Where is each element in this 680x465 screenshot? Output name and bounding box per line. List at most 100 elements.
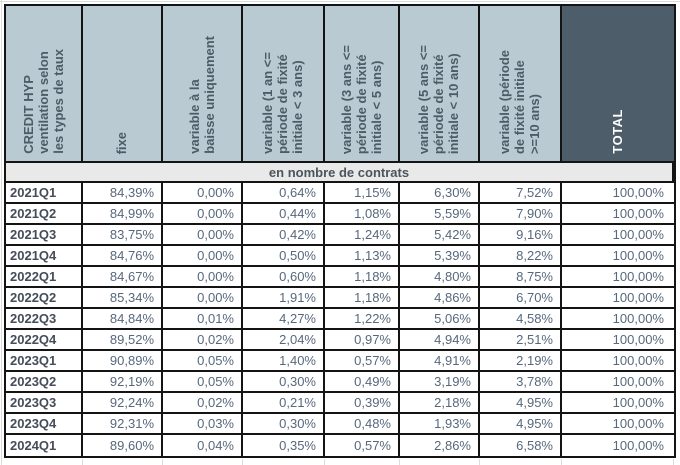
value-cell: 100,00% [562, 372, 674, 393]
value-cell: 4,27% [243, 309, 325, 330]
value-cell: 92,24% [83, 393, 163, 414]
row-label: 2023Q4 [6, 414, 83, 435]
value-cell: 100,00% [562, 414, 674, 435]
row-label: 2022Q3 [6, 309, 83, 330]
credit-hyp-table: CREDIT HYP ventilation selon les types d… [4, 4, 676, 458]
column-header-variable-1an: variable (1 an <= période de fixité init… [243, 6, 325, 163]
sheet-gridline-left [1, 0, 2, 465]
value-cell: 0,05% [163, 372, 243, 393]
value-cell: 1,08% [325, 204, 400, 225]
value-cell: 4,86% [400, 288, 480, 309]
row-label: 2023Q2 [6, 372, 83, 393]
value-cell: 0,00% [163, 183, 243, 204]
value-cell: 0,35% [243, 435, 325, 456]
value-cell: 89,52% [83, 330, 163, 351]
value-cell: 1,18% [325, 267, 400, 288]
value-cell: 84,76% [83, 246, 163, 267]
value-cell: 2,04% [243, 330, 325, 351]
table-grid: CREDIT HYP ventilation selon les types d… [6, 6, 674, 456]
value-cell: 100,00% [562, 309, 674, 330]
value-cell: 0,57% [325, 435, 400, 456]
value-cell: 0,57% [325, 351, 400, 372]
value-cell: 0,03% [163, 414, 243, 435]
column-header-fixe: fixe [83, 6, 163, 163]
value-cell: 0,30% [243, 414, 325, 435]
value-cell: 4,94% [400, 330, 480, 351]
value-cell: 9,16% [480, 225, 562, 246]
row-label: 2023Q1 [6, 351, 83, 372]
value-cell: 0,02% [163, 393, 243, 414]
value-cell: 84,99% [83, 204, 163, 225]
column-header-variable-baisse: variable à la baisse uniquement [163, 6, 243, 163]
corner-header-cell: CREDIT HYP ventilation selon les types d… [6, 6, 83, 163]
sheet-gridline-stubs [6, 459, 674, 465]
value-cell: 84,84% [83, 309, 163, 330]
value-cell: 0,60% [243, 267, 325, 288]
value-cell: 3,19% [400, 372, 480, 393]
value-cell: 0,48% [325, 414, 400, 435]
value-cell: 2,86% [400, 435, 480, 456]
value-cell: 100,00% [562, 393, 674, 414]
value-cell: 6,70% [480, 288, 562, 309]
section-band: en nombre de contrats [6, 163, 674, 183]
value-cell: 0,04% [163, 435, 243, 456]
value-cell: 0,42% [243, 225, 325, 246]
row-label: 2024Q1 [6, 435, 83, 456]
value-cell: 92,19% [83, 372, 163, 393]
value-cell: 4,95% [480, 393, 562, 414]
value-cell: 6,30% [400, 183, 480, 204]
row-label: 2021Q2 [6, 204, 83, 225]
value-cell: 6,58% [480, 435, 562, 456]
value-cell: 100,00% [562, 225, 674, 246]
value-cell: 0,64% [243, 183, 325, 204]
value-cell: 100,00% [562, 351, 674, 372]
value-cell: 0,30% [243, 372, 325, 393]
value-cell: 5,42% [400, 225, 480, 246]
value-cell: 100,00% [562, 330, 674, 351]
value-cell: 85,34% [83, 288, 163, 309]
value-cell: 1,91% [243, 288, 325, 309]
value-cell: 90,89% [83, 351, 163, 372]
value-cell: 0,44% [243, 204, 325, 225]
value-cell: 1,15% [325, 183, 400, 204]
value-cell: 0,39% [325, 393, 400, 414]
value-cell: 5,59% [400, 204, 480, 225]
column-header-variable-5ans: variable (5 ans <= période de fixité ini… [400, 6, 480, 163]
value-cell: 100,00% [562, 435, 674, 456]
value-cell: 100,00% [562, 246, 674, 267]
value-cell: 1,18% [325, 288, 400, 309]
value-cell: 0,49% [325, 372, 400, 393]
value-cell: 0,00% [163, 267, 243, 288]
value-cell: 0,02% [163, 330, 243, 351]
value-cell: 0,05% [163, 351, 243, 372]
value-cell: 0,00% [163, 288, 243, 309]
value-cell: 8,75% [480, 267, 562, 288]
value-cell: 3,78% [480, 372, 562, 393]
value-cell: 100,00% [562, 183, 674, 204]
value-cell: 84,39% [83, 183, 163, 204]
value-cell: 4,91% [400, 351, 480, 372]
value-cell: 1,24% [325, 225, 400, 246]
value-cell: 83,75% [83, 225, 163, 246]
value-cell: 100,00% [562, 267, 674, 288]
row-label: 2021Q3 [6, 225, 83, 246]
row-label: 2023Q3 [6, 393, 83, 414]
column-header-variable-10ans: variable (période de fixité initiale >=1… [480, 6, 562, 163]
value-cell: 7,52% [480, 183, 562, 204]
value-cell: 1,93% [400, 414, 480, 435]
sheet-gridline-top [0, 1, 680, 2]
row-label: 2022Q4 [6, 330, 83, 351]
value-cell: 8,22% [480, 246, 562, 267]
column-header-variable-3ans: variable (3 ans <= période de fixité ini… [325, 6, 400, 163]
value-cell: 100,00% [562, 204, 674, 225]
row-label: 2021Q1 [6, 183, 83, 204]
value-cell: 1,13% [325, 246, 400, 267]
value-cell: 1,40% [243, 351, 325, 372]
column-header-total: TOTAL [562, 6, 674, 163]
value-cell: 2,51% [480, 330, 562, 351]
value-cell: 0,50% [243, 246, 325, 267]
value-cell: 0,00% [163, 204, 243, 225]
value-cell: 0,00% [163, 225, 243, 246]
row-label: 2022Q1 [6, 267, 83, 288]
